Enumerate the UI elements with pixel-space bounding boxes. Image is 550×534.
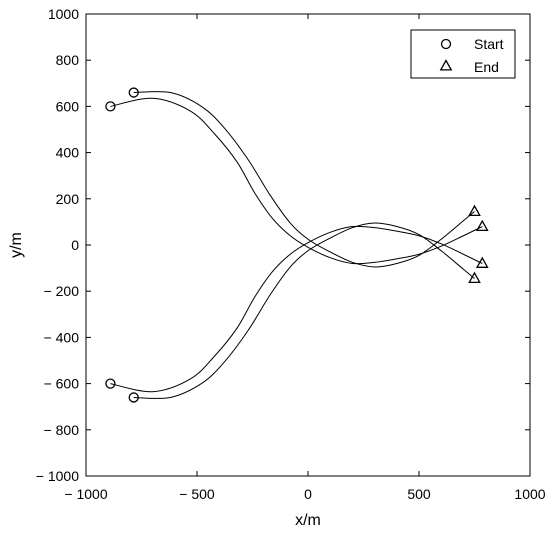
end-marker-3	[475, 256, 489, 268]
end-marker-4	[468, 271, 481, 283]
y-tick-label: − 800	[44, 422, 80, 438]
start-marker-1	[105, 101, 116, 112]
y-axis-ticks: − 1000 − 800 − 600 − 400 − 200 0 200 400 600 800 1…	[36, 6, 530, 484]
trajectory-curve-4	[133, 222, 475, 399]
x-axis-label: x/m	[295, 512, 321, 529]
x-tick-label: − 1000	[64, 486, 107, 502]
y-tick-label: − 600	[44, 376, 80, 392]
legend-end-label: End	[474, 59, 499, 75]
end-marker-1	[468, 204, 481, 217]
y-tick-label: 1000	[48, 6, 79, 22]
trajectory-curve-2	[133, 91, 475, 268]
trajectory-curve-3	[110, 225, 483, 393]
start-marker-3	[105, 378, 116, 389]
y-tick-label: 0	[71, 237, 79, 253]
trajectory-markers	[105, 87, 489, 403]
trajectory-curves	[110, 91, 483, 399]
y-tick-label: 800	[56, 52, 80, 68]
x-tick-label: − 500	[179, 486, 215, 502]
x-axis-ticks: − 1000 − 500 0 500 1000	[64, 14, 546, 502]
y-tick-label: 600	[56, 98, 80, 114]
end-marker-2	[475, 219, 489, 232]
y-tick-label: − 1000	[36, 468, 79, 484]
trajectory-curve-1	[110, 97, 483, 265]
legend-box	[410, 29, 516, 79]
x-tick-label: 1000	[514, 486, 545, 502]
y-tick-label: − 400	[44, 329, 80, 345]
y-tick-label: 400	[56, 145, 80, 161]
plot-area-frame	[85, 13, 531, 477]
legend-start-marker	[440, 38, 452, 50]
start-marker-2	[128, 87, 139, 98]
start-marker-4	[128, 392, 139, 403]
y-tick-label: 200	[56, 191, 80, 207]
x-tick-label: 500	[407, 486, 431, 502]
legend-start-label: Start	[474, 36, 504, 52]
y-tick-label: − 200	[44, 283, 80, 299]
legend: Start End	[410, 29, 516, 79]
legend-end-marker	[439, 59, 453, 71]
y-axis-label: y/m	[8, 232, 25, 258]
x-tick-label: 0	[304, 486, 312, 502]
